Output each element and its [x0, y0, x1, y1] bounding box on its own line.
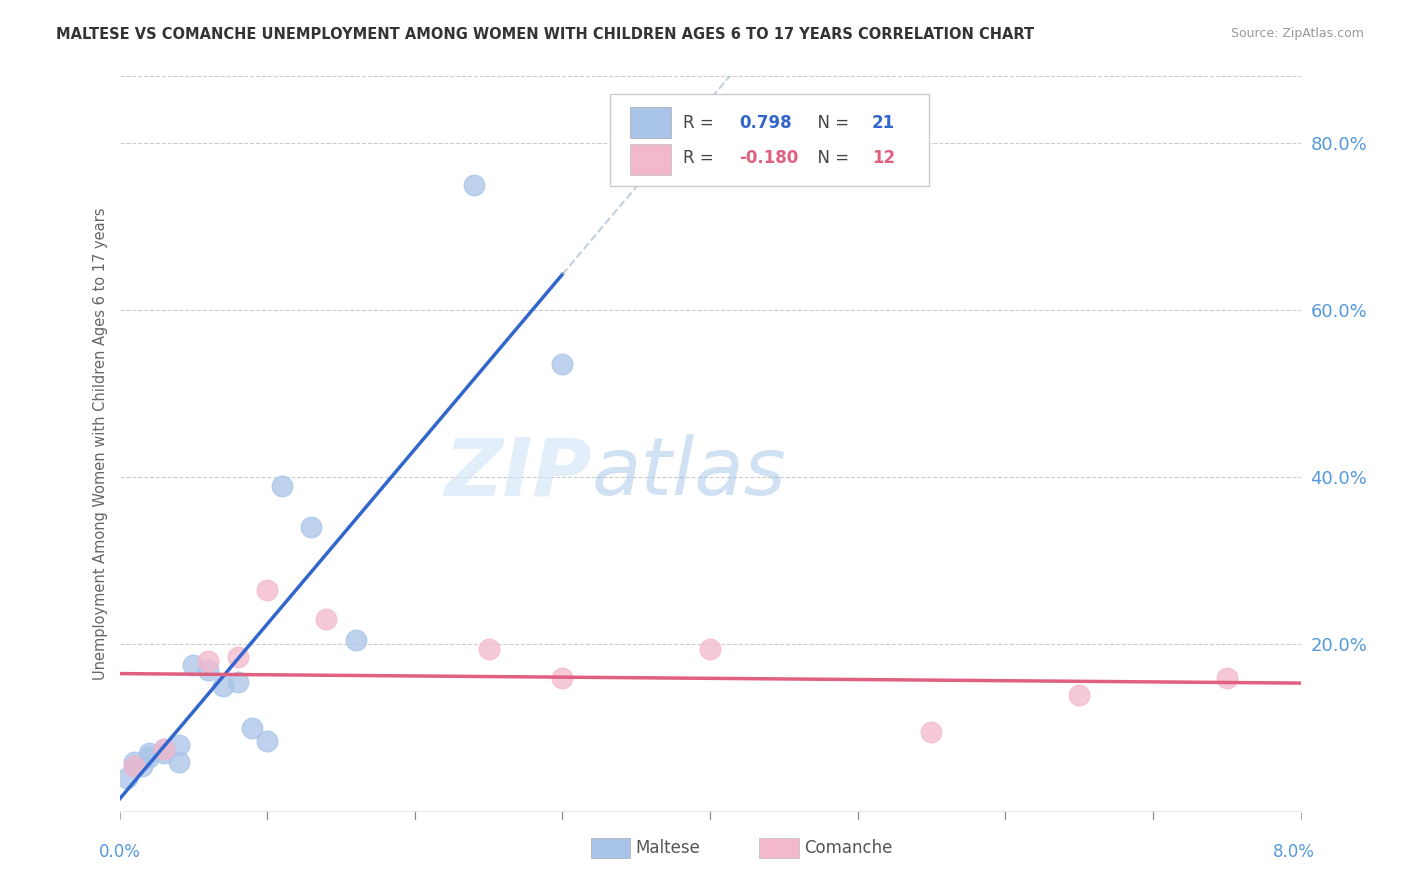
- Point: [183, 658, 205, 673]
- Point: [478, 641, 501, 656]
- Point: [167, 755, 190, 769]
- Text: 8.0%: 8.0%: [1272, 843, 1315, 861]
- Point: [921, 725, 943, 739]
- Text: 0.798: 0.798: [740, 114, 792, 132]
- Point: [242, 721, 264, 735]
- Text: Source: ZipAtlas.com: Source: ZipAtlas.com: [1230, 27, 1364, 40]
- Text: 21: 21: [872, 114, 896, 132]
- Point: [138, 750, 160, 764]
- Point: [115, 771, 138, 786]
- Point: [197, 654, 219, 668]
- Point: [124, 755, 146, 769]
- Point: [211, 679, 233, 693]
- Point: [1215, 671, 1237, 685]
- Point: [256, 583, 278, 598]
- Point: [301, 520, 323, 534]
- Text: 0.0%: 0.0%: [98, 843, 141, 861]
- Point: [270, 478, 294, 492]
- Point: [197, 663, 219, 677]
- Point: [551, 671, 574, 685]
- Point: [131, 758, 153, 772]
- Text: atlas: atlas: [592, 434, 787, 512]
- FancyBboxPatch shape: [610, 95, 928, 186]
- Point: [138, 746, 160, 760]
- Text: R =: R =: [683, 114, 718, 132]
- Point: [124, 758, 146, 772]
- Text: 12: 12: [872, 149, 896, 167]
- Point: [699, 641, 721, 656]
- Text: ZIP: ZIP: [444, 434, 592, 512]
- Text: Comanche: Comanche: [804, 839, 893, 857]
- FancyBboxPatch shape: [630, 145, 671, 175]
- Text: -0.180: -0.180: [740, 149, 799, 167]
- Point: [153, 746, 174, 760]
- Point: [153, 742, 174, 756]
- Point: [124, 758, 146, 772]
- Text: R =: R =: [683, 149, 718, 167]
- Point: [167, 738, 190, 752]
- Point: [153, 742, 174, 756]
- Point: [315, 612, 337, 626]
- Point: [551, 357, 574, 371]
- Point: [1069, 688, 1091, 702]
- Point: [226, 650, 249, 665]
- Text: MALTESE VS COMANCHE UNEMPLOYMENT AMONG WOMEN WITH CHILDREN AGES 6 TO 17 YEARS CO: MALTESE VS COMANCHE UNEMPLOYMENT AMONG W…: [56, 27, 1035, 42]
- Point: [463, 178, 485, 192]
- Text: Maltese: Maltese: [636, 839, 700, 857]
- Point: [226, 675, 249, 690]
- Y-axis label: Unemployment Among Women with Children Ages 6 to 17 years: Unemployment Among Women with Children A…: [93, 208, 108, 680]
- Point: [256, 733, 278, 747]
- FancyBboxPatch shape: [630, 107, 671, 138]
- Text: N =: N =: [807, 149, 855, 167]
- Point: [344, 633, 367, 648]
- Text: N =: N =: [807, 114, 855, 132]
